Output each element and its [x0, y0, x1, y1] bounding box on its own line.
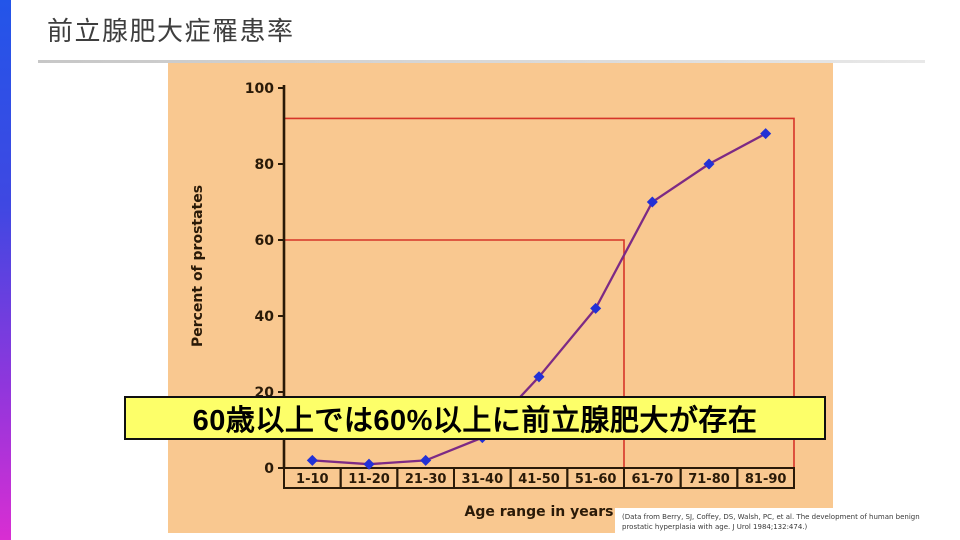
reference-lines — [284, 117, 795, 468]
citation-line-1: (Data from Berry, SJ, Coffey, DS, Walsh,… — [622, 513, 920, 521]
slide-title: 前立腺肥大症罹患率 — [47, 16, 295, 46]
svg-text:100: 100 — [245, 81, 274, 97]
callout-banner: 60歳以上では60%以上に前立腺肥大が存在 — [124, 396, 826, 440]
svg-text:41-50: 41-50 — [518, 472, 560, 487]
svg-text:Age range in years: Age range in years — [465, 504, 614, 520]
citation-line-2: prostatic hyperplasia with age. J Urol 1… — [622, 523, 808, 531]
svg-text:71-80: 71-80 — [688, 472, 730, 487]
svg-text:0: 0 — [264, 461, 274, 477]
x-axis: 1-10 11-20 21-30 31-40 41-50 51-60 61-70 71-80 8… — [283, 467, 795, 520]
title-underline — [38, 60, 925, 63]
svg-text:Percent of prostates: Percent of prostates — [190, 185, 206, 347]
svg-text:21-30: 21-30 — [405, 472, 447, 487]
svg-text:51-60: 51-60 — [575, 472, 617, 487]
accent-gradient-bar — [0, 0, 11, 540]
citation-box: (Data from Berry, SJ, Coffey, DS, Walsh,… — [615, 508, 960, 538]
svg-text:60: 60 — [255, 233, 275, 249]
svg-text:11-20: 11-20 — [348, 472, 390, 487]
svg-text:40: 40 — [255, 309, 275, 325]
svg-text:81-90: 81-90 — [745, 472, 787, 487]
svg-text:61-70: 61-70 — [632, 472, 674, 487]
svg-text:80: 80 — [255, 157, 275, 173]
svg-text:31-40: 31-40 — [462, 472, 504, 487]
chart-image: 0 20 40 60 80 100 Percent of prostates 1-10 11-2… — [168, 63, 833, 533]
svg-text:1-10: 1-10 — [296, 472, 329, 487]
callout-text: 60歳以上では60%以上に前立腺肥大が存在 — [192, 405, 758, 437]
